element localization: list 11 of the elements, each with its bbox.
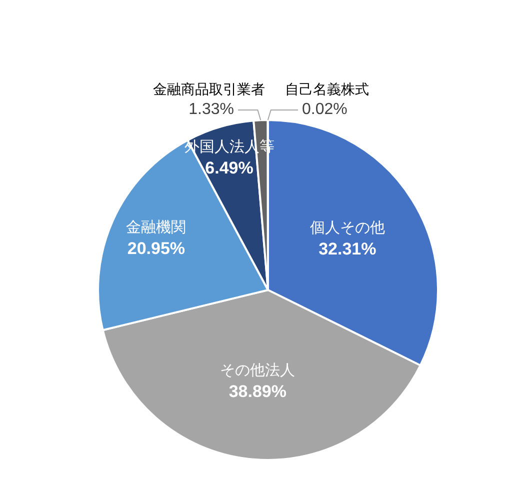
slice-label: 金融機関 <box>126 219 186 236</box>
slice-label: その他法人 <box>220 362 296 379</box>
data-label: 20.95% <box>127 239 186 258</box>
data-label: 32.31% <box>318 240 376 259</box>
data-label: 38.89% <box>228 382 287 401</box>
data-label: 6.49% <box>205 158 254 178</box>
data-label: 0.02% <box>302 101 348 118</box>
slice-label: 自己名義株式 <box>285 81 369 97</box>
data-label: 1.33% <box>188 101 234 118</box>
slice-label: 個人その他 <box>310 220 385 237</box>
slice-label: 金融商品取引業者 <box>153 81 265 97</box>
